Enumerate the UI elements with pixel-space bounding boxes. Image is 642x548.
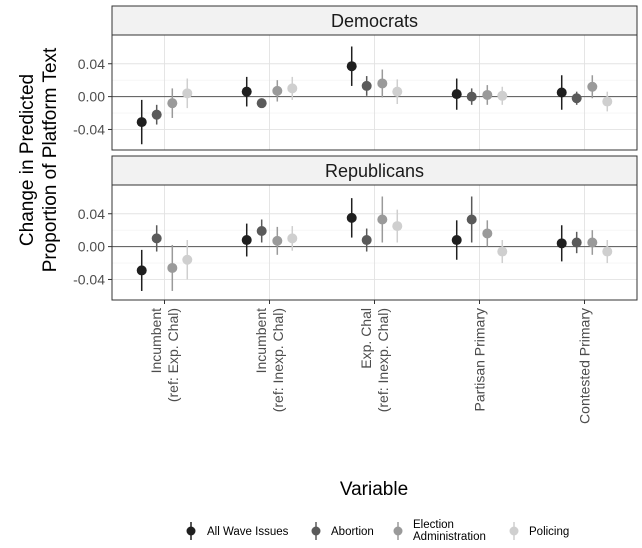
y-axis-label-line-2: Proportion of Platform Text bbox=[40, 47, 61, 272]
data-point bbox=[287, 233, 298, 244]
legend-label: Administration bbox=[413, 531, 486, 543]
data-point bbox=[482, 228, 493, 239]
data-point bbox=[571, 237, 582, 248]
data-point bbox=[167, 98, 178, 109]
data-point bbox=[136, 117, 147, 128]
x-tick-label: Incumbent bbox=[148, 308, 164, 373]
data-point bbox=[167, 262, 178, 273]
data-point bbox=[587, 81, 598, 92]
data-point bbox=[466, 214, 477, 225]
y-tick-label: 0.04 bbox=[78, 206, 105, 222]
y-axis-label-line-1: Change in Predicted bbox=[17, 74, 38, 246]
facet-panel: Republicans -0.04 0.00 0.04 bbox=[73, 155, 638, 301]
x-tick-label: (ref: Inexp. Chal) bbox=[375, 308, 391, 412]
legend-key bbox=[509, 526, 519, 536]
legend-label: Abortion bbox=[331, 526, 374, 538]
facet-panel: Democrats -0.04 0.00 0.04 bbox=[73, 5, 638, 151]
legend-key bbox=[311, 526, 321, 536]
y-tick-label: 0.00 bbox=[78, 239, 105, 255]
facet-title: Democrats bbox=[331, 11, 418, 31]
data-point bbox=[392, 221, 403, 232]
data-point bbox=[392, 86, 403, 97]
data-point bbox=[497, 90, 508, 101]
x-tick-label: Exp. Chal bbox=[358, 308, 374, 369]
data-point bbox=[451, 89, 462, 100]
data-point bbox=[602, 96, 613, 107]
data-point bbox=[256, 226, 267, 236]
x-tick-label: (ref: Exp. Chal) bbox=[165, 308, 181, 402]
legend: All Wave Issues Abortion ElectionAdministr… bbox=[186, 519, 569, 543]
legend-label: Policing bbox=[529, 526, 569, 538]
facet-strip bbox=[111, 5, 638, 36]
data-point bbox=[497, 246, 508, 257]
data-point bbox=[451, 235, 462, 246]
data-point bbox=[151, 109, 162, 120]
data-point bbox=[346, 212, 357, 223]
y-tick-label: -0.04 bbox=[73, 121, 105, 137]
data-point bbox=[361, 235, 372, 246]
data-point bbox=[151, 233, 162, 244]
data-point bbox=[466, 91, 477, 102]
data-point bbox=[272, 85, 283, 96]
data-point bbox=[602, 246, 613, 257]
x-tick-label: (ref: Inexp. Chal) bbox=[270, 308, 286, 412]
legend-label: All Wave Issues bbox=[207, 526, 289, 538]
data-point bbox=[182, 88, 193, 99]
data-point bbox=[361, 80, 372, 91]
data-point bbox=[241, 86, 252, 97]
x-tick-label: Incumbent bbox=[253, 308, 269, 373]
legend-key bbox=[393, 526, 403, 536]
data-point bbox=[241, 235, 252, 246]
legend-label: Election bbox=[413, 519, 454, 531]
legend-key bbox=[186, 526, 196, 536]
panel-border bbox=[111, 34, 638, 151]
data-point bbox=[587, 237, 598, 248]
y-tick-label: 0.00 bbox=[78, 89, 105, 105]
facet-panels: Democrats -0.04 0.00 0.04 Republicans -0.04 0.… bbox=[73, 5, 638, 301]
y-tick-label: 0.04 bbox=[78, 56, 105, 72]
facet-title: Republicans bbox=[325, 161, 424, 181]
x-axis: Incumbent (ref: Exp. Chal) Incumbent (ref: … bbox=[148, 300, 593, 424]
data-point bbox=[556, 238, 567, 249]
x-axis-title: Variable bbox=[340, 479, 408, 500]
data-point bbox=[182, 254, 193, 265]
data-point bbox=[287, 83, 298, 94]
data-point bbox=[377, 214, 388, 225]
x-tick-label: Partisan Primary bbox=[472, 308, 488, 411]
data-point bbox=[346, 61, 357, 72]
data-point bbox=[482, 89, 493, 100]
data-point bbox=[136, 265, 147, 276]
y-tick-label: -0.04 bbox=[73, 271, 105, 287]
data-point bbox=[377, 78, 388, 89]
data-point bbox=[556, 87, 567, 98]
data-point bbox=[571, 93, 582, 104]
data-point bbox=[272, 235, 283, 246]
data-point bbox=[256, 98, 267, 109]
x-tick-label: Contested Primary bbox=[577, 308, 593, 424]
